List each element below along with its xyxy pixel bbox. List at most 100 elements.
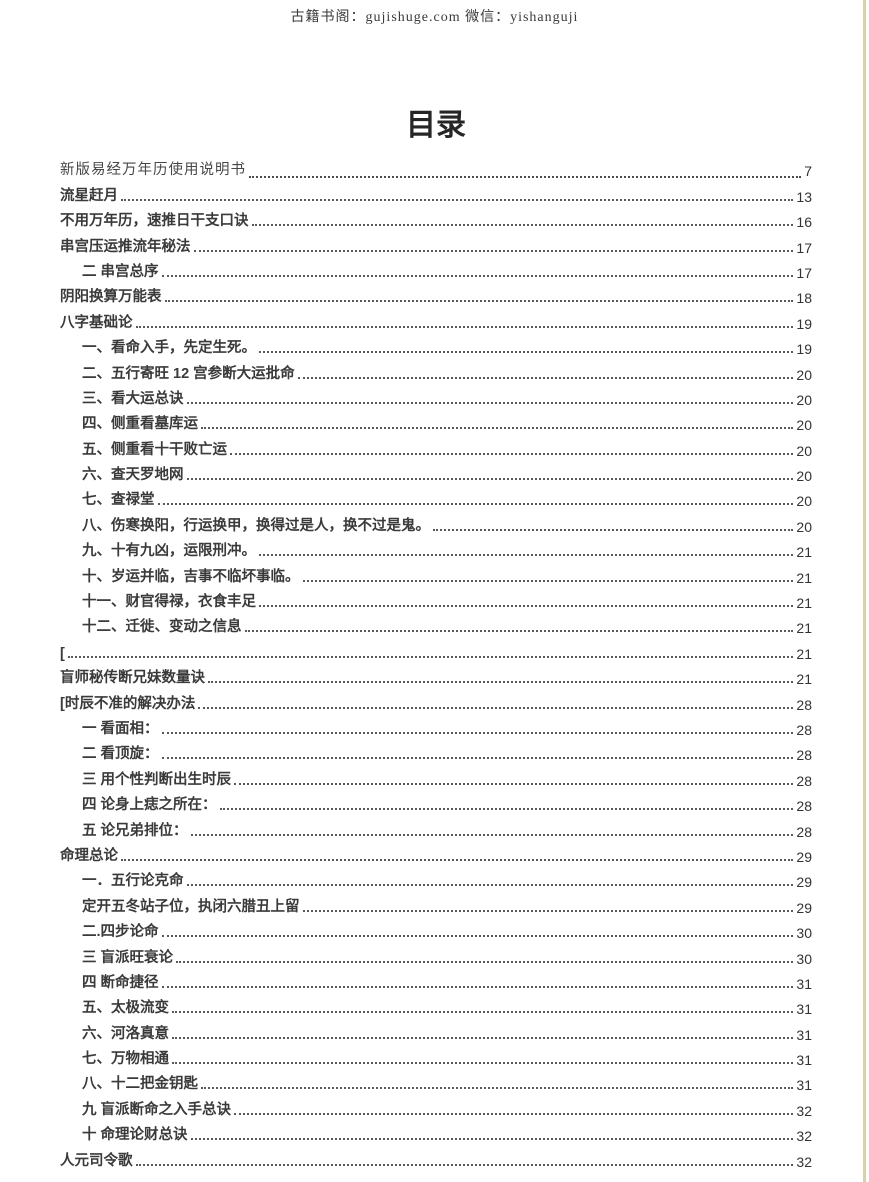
dot-leader	[67, 655, 794, 658]
toc-entry-page: 30	[796, 950, 812, 967]
toc-entry: 二 串宫总序 17	[60, 259, 812, 284]
toc-entry-label: 盲师秘传断兄妹数量诀	[60, 670, 205, 687]
toc-entry-page: 32	[796, 1102, 812, 1119]
toc-entry-label: 七、查禄堂	[82, 492, 155, 509]
toc-list: 新版易经万年历使用说明书 7 流星赶月 13 不用万年历，速推日干支口诀 16 …	[60, 157, 812, 1173]
dot-leader	[259, 351, 794, 354]
dot-leader	[172, 1011, 794, 1014]
toc-entry-page: 21	[796, 544, 812, 561]
toc-entry-page: 20	[796, 468, 812, 485]
dot-leader	[157, 503, 794, 506]
toc-entry-page: 17	[796, 264, 812, 281]
toc-entry-page: 28	[796, 696, 812, 713]
toc-entry-label: 新版易经万年历使用说明书	[60, 162, 246, 179]
toc-entry-label: 一 看面相：	[82, 720, 159, 737]
dot-leader	[259, 605, 794, 608]
toc-entry-label: 串宫压运推流年秘法	[60, 238, 191, 255]
toc-entry: 三、看大运总诀 20	[60, 386, 812, 411]
toc-entry-label: 命理总论	[60, 847, 118, 864]
toc-entry: 六、河洛真意 31	[60, 1020, 812, 1045]
document-page: 目录 新版易经万年历使用说明书 7 流星赶月 13 不用万年历，速推日干支口诀 …	[60, 106, 812, 1173]
page-edge-line	[863, 0, 866, 1182]
dot-leader	[164, 300, 794, 303]
toc-entry-page: 20	[796, 442, 812, 459]
toc-entry-label: 五、太极流变	[82, 1000, 169, 1017]
toc-entry: 二.四步论命 30	[60, 919, 812, 944]
dot-leader	[208, 681, 794, 684]
toc-entry: 三 盲派旺衰论 30	[60, 944, 812, 969]
toc-entry: 十二、迁徙、变动之信息 21	[60, 614, 812, 639]
toc-entry-label: 六、河洛真意	[82, 1025, 169, 1042]
toc-entry-label: 八字基础论	[60, 314, 133, 331]
toc-entry-label: 一、看命入手，先定生死。	[82, 340, 256, 357]
toc-entry: 九、十有九凶，运限刑冲。 21	[60, 538, 812, 563]
dot-leader	[234, 782, 794, 785]
toc-entry-label: 六、查天罗地网	[82, 467, 184, 484]
toc-entry: 五 论兄弟排位： 28	[60, 817, 812, 842]
toc-entry-page: 32	[796, 1153, 812, 1170]
toc-entry-label: 流星赶月	[60, 187, 118, 204]
toc-entry-label: 三 盲派旺衰论	[82, 949, 174, 966]
toc-entry: 人元司令歌 32	[60, 1147, 812, 1172]
toc-entry-page: 31	[796, 1052, 812, 1069]
toc-entry-page: 21	[796, 595, 812, 612]
dot-leader	[176, 960, 794, 963]
toc-entry: 新版易经万年历使用说明书 7	[60, 157, 812, 182]
toc-entry: 一、看命入手，先定生死。 19	[60, 335, 812, 360]
dot-leader	[259, 554, 794, 557]
toc-entry-label: 二.四步论命	[82, 924, 159, 941]
toc-entry-page: 18	[796, 290, 812, 307]
dot-leader	[193, 249, 794, 252]
toc-entry-label: 三、看大运总诀	[82, 390, 184, 407]
toc-entry-label: 四、侧重看墓库运	[82, 416, 198, 433]
toc-entry-label: [	[60, 645, 65, 662]
dot-leader	[161, 985, 794, 988]
toc-entry: 八、伤寒换阳，行运换甲，换得过是人，换不过是鬼。 20	[60, 512, 812, 537]
dot-leader	[297, 376, 794, 379]
toc-entry-label: 三 用个性判断出生时辰	[82, 771, 232, 788]
dot-leader	[433, 528, 794, 531]
toc-entry: 一 看面相： 28	[60, 716, 812, 741]
toc-entry-page: 28	[796, 823, 812, 840]
toc-entry-page: 20	[796, 391, 812, 408]
dot-leader	[302, 909, 794, 912]
toc-entry: 不用万年历，速推日干支口诀 16	[60, 208, 812, 233]
dot-leader	[190, 833, 794, 836]
toc-entry: 八、十二把金钥匙 31	[60, 1071, 812, 1096]
toc-entry: 六、查天罗地网 20	[60, 462, 812, 487]
toc-entry-page: 21	[796, 620, 812, 637]
dot-leader	[230, 452, 794, 455]
dot-leader	[121, 858, 794, 861]
toc-entry: 九 盲派断命之入手总诀 32	[60, 1096, 812, 1121]
toc-entry-label: 人元司令歌	[60, 1152, 133, 1169]
toc-entry-page: 31	[796, 1077, 812, 1094]
toc-entry-label: 五 论兄弟排位：	[82, 822, 188, 839]
dot-leader	[201, 1087, 794, 1090]
toc-entry-label: 七、万物相通	[82, 1051, 169, 1068]
toc-entry-page: 31	[796, 1001, 812, 1018]
toc-entry-page: 20	[796, 493, 812, 510]
toc-entry-label: 九 盲派断命之入手总诀	[82, 1101, 232, 1118]
toc-entry-page: 19	[796, 315, 812, 332]
toc-entry-label: 一．五行论克命	[82, 873, 184, 890]
dot-leader	[161, 757, 794, 760]
toc-entry-page: 13	[796, 188, 812, 205]
toc-entry-page: 16	[796, 214, 812, 231]
toc-entry-page: 20	[796, 518, 812, 535]
dot-leader	[135, 1163, 794, 1166]
toc-entry-label: 不用万年历，速推日干支口诀	[60, 213, 249, 230]
toc-entry-page: 21	[796, 569, 812, 586]
toc-entry: [ 21	[60, 639, 812, 664]
toc-entry-label: 五、侧重看十干败亡运	[82, 441, 227, 458]
toc-entry: 五、侧重看十干败亡运 20	[60, 436, 812, 461]
dot-leader	[161, 935, 794, 938]
dot-leader	[186, 401, 794, 404]
dot-leader	[244, 630, 794, 633]
toc-entry-page: 28	[796, 747, 812, 764]
dot-leader	[251, 224, 794, 227]
toc-entry: 串宫压运推流年秘法 17	[60, 233, 812, 258]
toc-entry: [时辰不准的解决办法 28	[60, 690, 812, 715]
toc-entry: 二 看顶旋： 28	[60, 741, 812, 766]
toc-entry: 三 用个性判断出生时辰 28	[60, 766, 812, 791]
toc-entry: 十一、财官得禄，衣食丰足 21	[60, 589, 812, 614]
